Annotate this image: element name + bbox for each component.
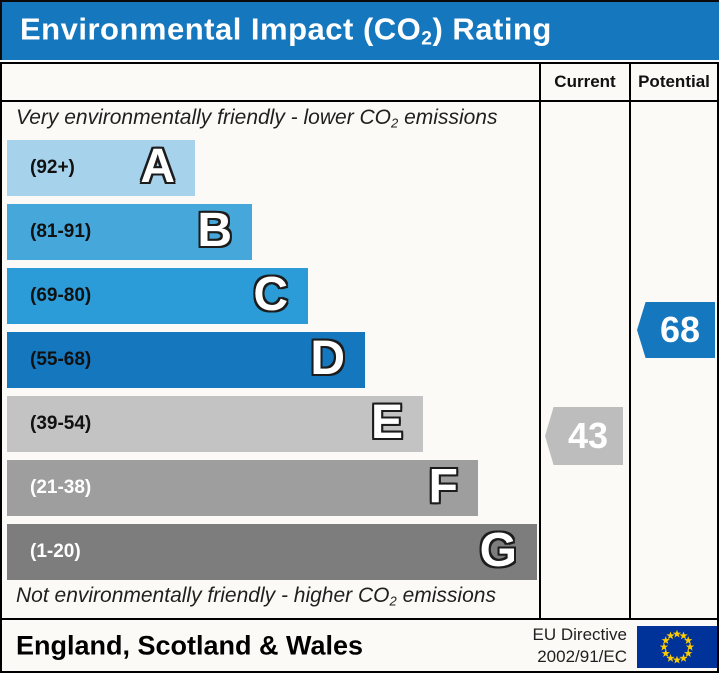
- band-range-label: (81-91): [30, 221, 92, 242]
- band-letter: F: [428, 460, 458, 514]
- potential-rating-arrow: 68: [637, 302, 715, 358]
- divider-potential-column: [629, 64, 631, 618]
- band-range-label: (92+): [30, 157, 75, 178]
- bottom-note: Not environmentally friendly - higher CO…: [16, 584, 496, 609]
- top-note: Very environmentally friendly - lower CO…: [16, 106, 498, 131]
- band-range-label: (55-68): [30, 349, 92, 370]
- band-letter: A: [140, 140, 175, 194]
- band-row-b: (81-91) B: [7, 204, 252, 260]
- band-range-label: (69-80): [30, 285, 92, 306]
- current-rating-value: 43: [567, 415, 609, 456]
- band-letter: D: [310, 332, 345, 386]
- footer: England, Scotland & Wales EU Directive 2…: [0, 620, 719, 673]
- divider-current-column: [539, 64, 541, 618]
- title-bar: Environmental Impact (CO2) Rating: [0, 0, 719, 60]
- current-rating-arrow: 43: [545, 407, 623, 465]
- page-title: Environmental Impact (CO2) Rating: [20, 11, 552, 50]
- eu-flag-icon: [637, 626, 717, 668]
- footer-region-label: England, Scotland & Wales: [16, 630, 364, 660]
- band-row-c: (69-80) C: [7, 268, 308, 324]
- band-range-label: (1-20): [30, 541, 81, 562]
- column-header-current: Current: [554, 72, 616, 91]
- divider-header-row: [2, 100, 717, 102]
- eu-flag-stars: [659, 629, 695, 664]
- band-range-label: (39-54): [30, 413, 92, 434]
- band-row-g: (1-20) G: [7, 524, 537, 580]
- band-letter: G: [479, 524, 517, 578]
- band-row-e: (39-54) E: [7, 396, 423, 452]
- band-letter: C: [253, 268, 288, 322]
- band-row-d: (55-68) D: [7, 332, 365, 388]
- band-letter: E: [370, 396, 403, 450]
- band-row-a: (92+) A: [7, 140, 195, 196]
- eu-directive-label: EU Directive 2002/91/EC: [532, 624, 627, 666]
- band-range-label: (21-38): [30, 477, 92, 498]
- band-row-f: (21-38) F: [7, 460, 478, 516]
- potential-rating-value: 68: [659, 309, 701, 350]
- column-header-potential: Potential: [638, 72, 710, 91]
- band-letter: B: [197, 204, 232, 258]
- chart-frame: Current Potential Very environmentally f…: [0, 62, 719, 620]
